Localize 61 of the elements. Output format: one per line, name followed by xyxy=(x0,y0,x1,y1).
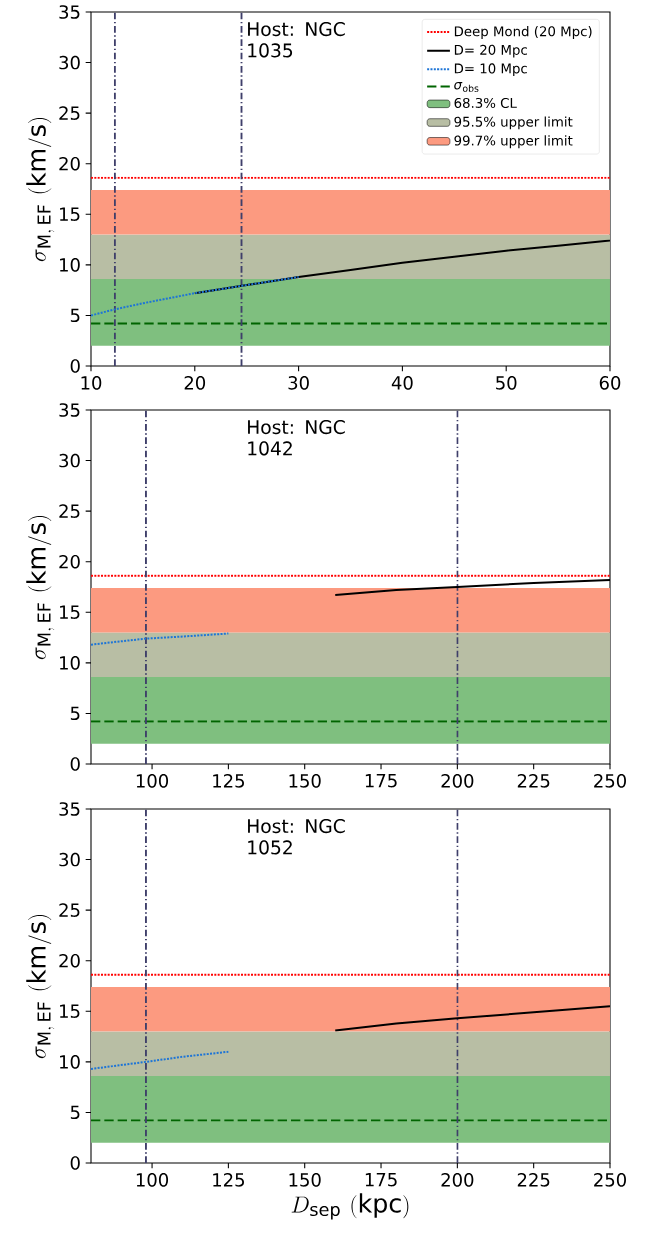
annotation: Host: NGC 1035 xyxy=(248,22,345,58)
y-tick-label: 30 xyxy=(59,55,80,70)
y-tick-label: 20 xyxy=(59,156,80,171)
y-tick-label: 0 xyxy=(70,757,80,771)
x-tick-label: 225 xyxy=(517,774,550,788)
x-tick-label: 125 xyxy=(213,1173,244,1187)
x-tick-label: 175 xyxy=(365,774,397,788)
x-tick-label: 150 xyxy=(289,774,321,788)
y-tick-label: 25 xyxy=(59,903,80,917)
y-tick-label: 0 xyxy=(70,359,80,373)
x-tick-label: 20 xyxy=(184,376,206,390)
y-tick-label: 35 xyxy=(59,403,80,417)
y-axis-title: $\sigma_{\mathrm{M,\,EF}}\ \mathrm{(km/s)}$ xyxy=(26,516,55,660)
line-series xyxy=(91,1050,230,1070)
x-tick-label: 200 xyxy=(441,1173,474,1187)
x-tick-label: 250 xyxy=(594,774,626,788)
y-tick-label: 25 xyxy=(59,504,80,518)
x-axis-title: $D_{\mathrm{sep}}\ \mathrm{(kpc)}$ xyxy=(291,1193,409,1220)
line-series xyxy=(91,275,300,317)
y-tick-label: 30 xyxy=(59,453,80,468)
x-tick-label: 225 xyxy=(517,1173,550,1187)
x-tick-label: 50 xyxy=(496,376,517,390)
y-tick-label: 20 xyxy=(59,953,80,968)
x-tick-label: 200 xyxy=(441,774,474,788)
x-tick-label: 60 xyxy=(599,376,621,390)
y-tick-label: 10 xyxy=(60,258,80,272)
x-tick-label: 100 xyxy=(136,1173,169,1187)
legend-label: D= 20 Mpc xyxy=(454,44,527,58)
y-tick-label: 0 xyxy=(70,1156,80,1170)
x-tick-label: 40 xyxy=(391,376,413,390)
x-tick-label: 250 xyxy=(594,1173,626,1187)
y-tick-label: 35 xyxy=(59,802,80,816)
y-tick-label: 30 xyxy=(59,852,80,867)
y-tick-label: 20 xyxy=(59,554,80,569)
y-tick-label: 5 xyxy=(70,706,80,721)
y-axis-title: $\sigma_{\mathrm{M,\,EF}}\ \mathrm{(km/s)}$ xyxy=(26,118,55,262)
y-tick-label: 25 xyxy=(59,106,80,120)
legend-label: 68.3% CL xyxy=(454,97,517,108)
x-tick-label: 125 xyxy=(213,774,244,788)
line-series xyxy=(91,632,230,646)
x-tick-label: 150 xyxy=(289,1173,321,1187)
y-tick-label: 5 xyxy=(70,308,80,323)
y-tick-label: 15 xyxy=(60,1004,80,1018)
y-tick-label: 5 xyxy=(70,1105,80,1120)
annotation: Host: NGC 1052 xyxy=(248,819,345,855)
y-tick-label: 15 xyxy=(60,207,80,221)
y-tick-label: 15 xyxy=(60,605,80,619)
legend-label: D= 10 Mpc xyxy=(454,63,527,77)
x-tick-label: 175 xyxy=(365,1173,397,1187)
legend-label: 95.5% upper limit xyxy=(454,116,573,130)
legend-label: σ$_{obs}$ xyxy=(454,81,479,92)
x-tick-label: 10 xyxy=(81,376,102,390)
x-tick-label: 100 xyxy=(136,774,169,788)
annotation: Host: NGC 1042 xyxy=(248,420,345,456)
y-tick-label: 10 xyxy=(60,1055,80,1069)
y-tick-label: 35 xyxy=(59,5,80,19)
x-tick-label: 30 xyxy=(288,376,309,390)
legend-label: Deep Mond (20 Mpc) xyxy=(454,26,592,39)
legend-label: 99.7% upper limit xyxy=(454,135,573,149)
y-axis-title: $\sigma_{\mathrm{M,\,EF}}\ \mathrm{(km/s)}$ xyxy=(26,915,55,1059)
y-tick-label: 10 xyxy=(60,656,80,670)
